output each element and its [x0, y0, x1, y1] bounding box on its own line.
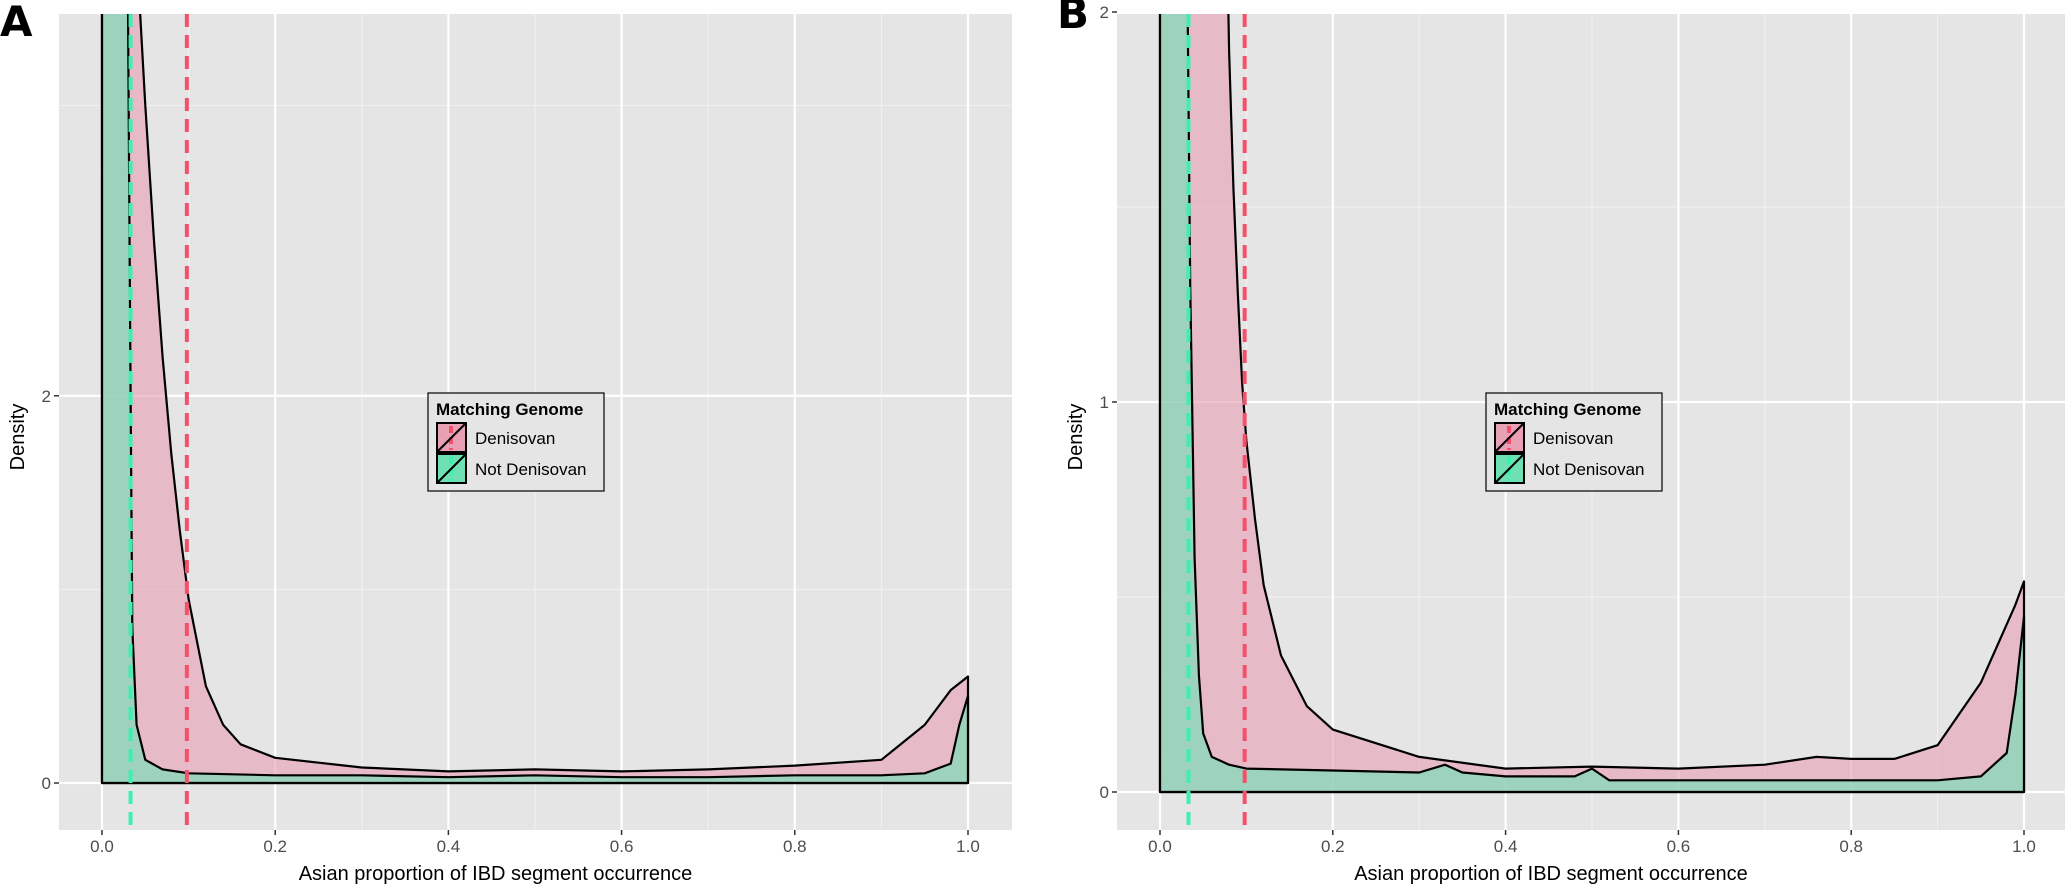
- legend-label: Not Denisovan: [475, 460, 587, 479]
- density-area-not-denisovan: [1158, 14, 2026, 794]
- x-tick-label: 0.2: [263, 837, 287, 856]
- x-tick-label: 0.0: [90, 837, 114, 856]
- density-area-denisovan: [100, 14, 970, 785]
- y-tick-label: 1: [1100, 393, 1109, 412]
- density-area-not-denisovan: [100, 14, 970, 785]
- x-tick-label: 0.4: [437, 837, 461, 856]
- x-tick-label: 1.0: [2012, 837, 2036, 856]
- x-axis-title: Asian proportion of IBD segment occurren…: [1354, 863, 1748, 884]
- panel-b: 0.0 0.2 0.4 0.6 0.8 1.0 0 1 2 Asian proportion of…: [1057, 0, 2065, 884]
- legend: Matching Genome Denisovan Not Denisovan: [427, 392, 605, 492]
- x-tick-label: 0.8: [1839, 837, 1863, 856]
- x-tick-label: 0.2: [1321, 837, 1345, 856]
- x-tick-label: 0.8: [783, 837, 807, 856]
- legend-key-denisovan: [436, 422, 467, 453]
- x-tick-label: 0.6: [610, 837, 634, 856]
- x-tick-label: 1.0: [956, 837, 980, 856]
- panel-a: 0.00.20.40.60.81.00257Asian proportion o…: [0, 0, 1012, 884]
- y-tick-label: 0: [42, 774, 51, 793]
- x-tick-label: 0.4: [1494, 837, 1518, 856]
- legend-key-not-denisovan: [1494, 453, 1525, 484]
- legend-diagonal: [1494, 453, 1525, 484]
- legend-diagonal: [1494, 422, 1525, 453]
- legend-label: Denisovan: [1533, 429, 1613, 448]
- legend-label: Not Denisovan: [1533, 460, 1645, 479]
- legend: Matching Genome Denisovan Not Denisovan: [1485, 392, 1663, 492]
- density-areas: [100, 14, 970, 785]
- legend-title: Matching Genome: [436, 400, 583, 419]
- y-tick-label: 2: [42, 387, 51, 406]
- x-tick-label: 0.0: [1148, 837, 1172, 856]
- legend-diagonal: [436, 422, 467, 453]
- panel-letter: A: [0, 0, 33, 46]
- panel-letter: B: [1057, 0, 1089, 38]
- y-tick-label: 2: [1100, 3, 1109, 22]
- legend-key-denisovan: [1494, 422, 1525, 453]
- x-axis-title: Asian proportion of IBD segment occurren…: [299, 863, 693, 884]
- legend-diagonal: [436, 453, 467, 484]
- y-tick-label: 0: [1100, 783, 1109, 802]
- legend-key-not-denisovan: [436, 453, 467, 484]
- x-tick-label: 0.6: [1667, 837, 1691, 856]
- legend-title: Matching Genome: [1494, 400, 1641, 419]
- legend-label: Denisovan: [475, 429, 555, 448]
- y-axis-title: Density: [1065, 404, 1087, 471]
- y-axis-title: Density: [7, 404, 29, 471]
